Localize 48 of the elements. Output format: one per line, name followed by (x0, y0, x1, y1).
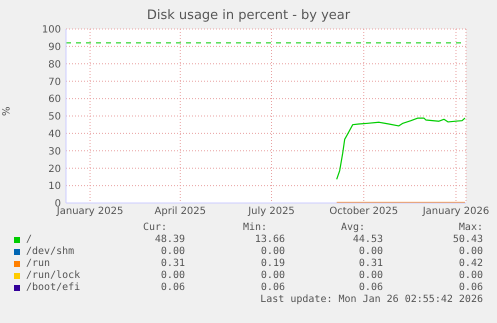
text: 0.31 (358, 258, 383, 269)
text: 0.00 (358, 246, 383, 257)
text: 50.43 (452, 234, 483, 245)
text: 0.06 (260, 282, 285, 293)
text: Max: (458, 222, 483, 233)
chart-title: Disk usage in percent - by year (146, 8, 352, 23)
y-tick-label: 60 (48, 94, 61, 106)
legend-label: /run (26, 258, 50, 269)
text: 44.53 (352, 234, 383, 245)
text: Min: (242, 222, 268, 233)
text: Last update: Mon Jan 26 02:55:42 2026 (260, 294, 483, 305)
text: 0.00 (160, 270, 185, 281)
y-tick-label: 80 (48, 59, 61, 70)
y-tick-label: 10 (48, 181, 61, 192)
text: 0.31 (160, 258, 185, 269)
y-tick-label: 100 (42, 24, 61, 36)
legend-label: / (26, 234, 32, 245)
line-series (336, 117, 466, 180)
text: 0.06 (458, 282, 483, 293)
y-tick-label: 70 (48, 76, 61, 88)
text: 0.00 (160, 246, 185, 257)
y-tick-label: 50 (48, 112, 61, 123)
y-tick-label: 30 (48, 146, 61, 158)
text: 48.39 (154, 234, 185, 245)
text: 0.19 (260, 258, 285, 269)
y-axis-title: % (2, 106, 13, 116)
x-tick-label: October 2025 (329, 206, 398, 218)
y-tick-label: 40 (48, 128, 61, 140)
legend-label: /boot/efi (26, 282, 80, 293)
text: 0.00 (260, 246, 285, 257)
text: Avg: (340, 222, 366, 233)
x-tick-label: January 2025 (56, 206, 124, 218)
x-tick-label: January 2026 (422, 206, 490, 218)
text: 0.06 (358, 282, 383, 293)
y-tick-label: 90 (48, 42, 61, 53)
text: 0.06 (160, 282, 185, 293)
text: 0.00 (458, 270, 483, 281)
y-tick-label: 20 (48, 164, 61, 175)
text: 13.66 (254, 234, 285, 245)
text: 0.00 (458, 246, 483, 257)
x-tick-label: July 2025 (247, 206, 295, 218)
x-tick-label: April 2025 (154, 206, 206, 218)
text: 0.00 (260, 270, 285, 281)
text: 0.00 (358, 270, 383, 281)
text: Cur: (142, 222, 168, 233)
text: 0.42 (458, 258, 483, 269)
legend-label: /dev/shm (26, 246, 74, 257)
legend-label: /run/lock (26, 270, 80, 281)
